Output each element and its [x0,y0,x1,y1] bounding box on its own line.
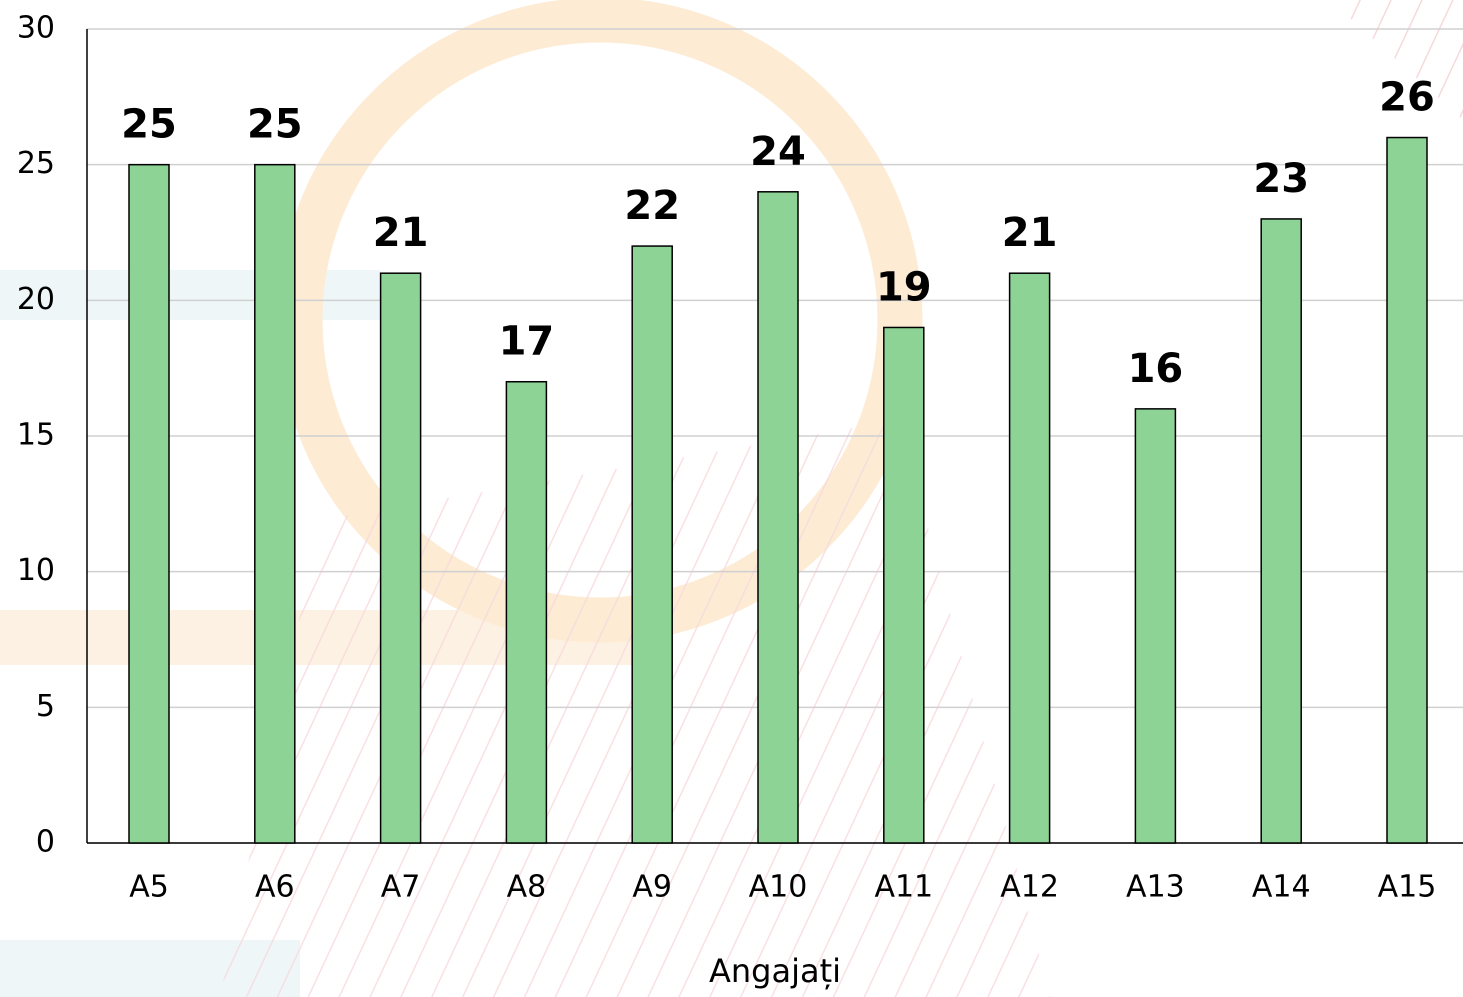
bar [1134,408,1177,844]
bar [757,191,799,844]
x-tick-label: A15 [1378,870,1437,905]
bar [1386,136,1428,844]
y-tick-label: 25 [17,146,55,181]
x-tick-label: A10 [749,870,808,905]
bar [883,326,925,844]
x-tick-label: A6 [255,870,295,905]
x-tick-label: A5 [129,870,169,905]
bar [631,245,673,844]
x-tick-label: A7 [381,870,421,905]
bar [505,380,548,844]
data-label: 25 [247,102,303,148]
y-tick-label: 15 [17,418,55,453]
bar [1008,272,1051,844]
data-label: 24 [750,129,806,175]
x-tick-label: A13 [1126,870,1185,905]
bar [128,163,170,844]
y-tick-label: 5 [36,689,55,724]
x-axis-label: Angajați [709,952,841,990]
data-label: 21 [1002,210,1058,256]
bar [1260,218,1302,844]
bar [379,272,422,844]
data-label: 23 [1253,156,1309,202]
data-label: 19 [876,264,932,310]
x-tick-label: A9 [632,870,672,905]
data-label: 25 [121,102,177,148]
data-label: 21 [373,210,429,256]
data-label: 26 [1379,75,1435,121]
x-tick-label: A14 [1252,870,1311,905]
x-tick-label: A12 [1000,870,1059,905]
x-tick-label: A8 [507,870,547,905]
y-tick-label: 20 [17,282,55,317]
data-label: 22 [624,183,680,229]
bar [254,163,296,844]
y-tick-label: 30 [17,11,55,46]
data-label: 16 [1128,346,1184,392]
y-tick-label: 0 [36,825,55,860]
x-tick-label: A11 [874,870,933,905]
data-label: 17 [499,319,555,365]
y-tick-label: 10 [17,553,55,588]
